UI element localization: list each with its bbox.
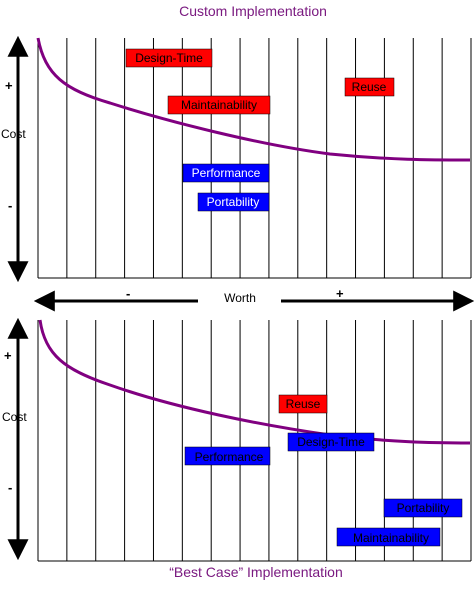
worth-label: Worth: [224, 291, 256, 305]
tag-label: Design-Time: [297, 435, 365, 449]
top-cost-minus: -: [8, 198, 12, 213]
tag-maintainability: Maintainability: [336, 527, 441, 547]
tag-label: Maintainability: [181, 98, 257, 112]
tag-label: Portability: [397, 501, 450, 515]
top-cost-label: Cost: [1, 127, 26, 141]
tag-label: Performance: [195, 450, 264, 464]
tag-maintainability: Maintainability: [167, 95, 271, 115]
tag-portability: Portability: [383, 498, 463, 518]
tag-label: Reuse: [286, 397, 321, 411]
tag-design-time: Design-Time: [287, 432, 375, 452]
bottom-cost-curve: [38, 319, 471, 445]
bottom-cost-plus: +: [4, 348, 12, 363]
top-chart-title: Custom Implementation: [179, 3, 327, 19]
tag-label: Maintainability: [353, 531, 429, 545]
tag-label: Performance: [192, 166, 261, 180]
tag-design-time: Design-Time: [125, 48, 213, 68]
tag-performance: Performance: [184, 446, 271, 466]
worth-plus: +: [336, 286, 344, 301]
top-cost-curve: [36, 37, 471, 162]
worth-minus: -: [126, 286, 130, 301]
top-cost-plus: +: [5, 78, 13, 93]
bottom-chart-title: “Best Case” Implementation: [169, 564, 343, 580]
tag-performance: Performance: [182, 163, 270, 183]
tag-label: Portability: [207, 195, 260, 209]
bottom-cost-label: Cost: [2, 410, 27, 424]
tag-label: Design-Time: [135, 51, 203, 65]
tag-reuse: Reuse: [278, 394, 328, 414]
tag-label: Reuse: [352, 80, 387, 94]
tag-portability: Portability: [197, 192, 270, 212]
bottom-cost-minus: -: [8, 480, 12, 495]
tag-reuse: Reuse: [344, 77, 395, 97]
